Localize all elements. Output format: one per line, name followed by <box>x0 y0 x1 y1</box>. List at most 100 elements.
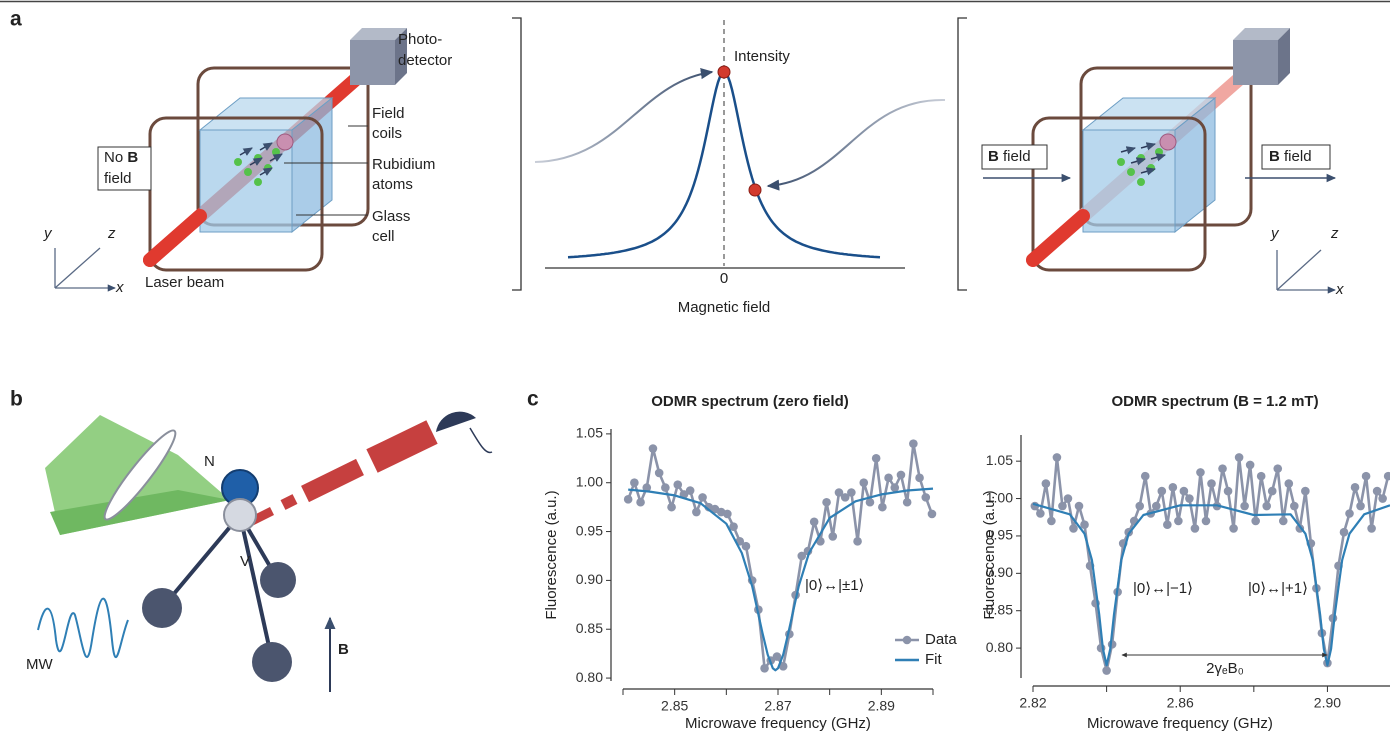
data-point <box>630 478 639 487</box>
vacancy <box>224 499 256 531</box>
y-tick-label: 0.80 <box>986 639 1013 655</box>
data-point <box>667 503 676 512</box>
atom <box>272 148 280 156</box>
beam-segment <box>372 432 432 461</box>
data-point <box>1163 520 1172 529</box>
atom <box>254 178 262 186</box>
x-tick-label: 2.90 <box>1314 695 1341 711</box>
data-point <box>878 503 887 512</box>
bracket <box>958 18 967 290</box>
data-point <box>1251 517 1260 526</box>
axis-label: x <box>115 279 124 296</box>
data-point <box>822 498 831 507</box>
label: Rubidium <box>372 156 435 173</box>
label: cell <box>372 228 395 245</box>
data-point <box>909 439 918 448</box>
y-tick-label: 0.90 <box>576 571 603 587</box>
data-point <box>1378 494 1387 503</box>
axis-label: z <box>107 225 116 242</box>
data-point <box>1185 494 1194 503</box>
axis-label: y <box>43 225 53 242</box>
legend-label: Data <box>925 631 957 648</box>
data-point <box>1202 517 1211 526</box>
data-point <box>1047 517 1056 526</box>
data-point <box>921 493 930 502</box>
data-point <box>1284 479 1293 488</box>
detector-front <box>1233 40 1278 85</box>
point <box>718 66 730 78</box>
fit-line <box>628 489 933 671</box>
x-tick-label: 2.87 <box>764 698 791 714</box>
data-point <box>1345 509 1354 518</box>
data-point <box>624 495 633 504</box>
label: B <box>127 149 138 166</box>
data-point <box>1141 472 1150 481</box>
label: B field <box>988 148 1031 165</box>
label: 0 <box>720 270 728 287</box>
label: Laser beam <box>145 274 224 291</box>
chart-title: ODMR spectrum (zero field) <box>651 393 849 410</box>
data-point <box>1235 453 1244 462</box>
carbon-atom <box>142 588 182 628</box>
data-point <box>773 652 782 661</box>
data-point <box>1207 479 1216 488</box>
data-point <box>1290 502 1299 511</box>
data-point <box>1240 502 1249 511</box>
carbon-atom <box>260 562 296 598</box>
arrow <box>768 100 945 186</box>
axis-label: x <box>1335 281 1344 298</box>
data-point <box>1042 479 1051 488</box>
data-point <box>655 469 664 478</box>
data-point <box>890 483 899 492</box>
data-point <box>1036 509 1045 518</box>
data-point <box>760 664 769 673</box>
data-point <box>1058 502 1067 511</box>
data-point <box>1191 524 1200 533</box>
data-point <box>928 510 937 519</box>
bracket <box>512 18 521 290</box>
data-point <box>692 508 701 517</box>
laser-front <box>1033 216 1083 260</box>
data-point <box>872 454 881 463</box>
y-tick-label: 1.05 <box>576 425 603 441</box>
label: field <box>1003 148 1031 165</box>
data-point <box>698 493 707 502</box>
data-point <box>1246 461 1255 470</box>
data-point <box>1158 487 1167 496</box>
x-axis-label: Microwave frequency (GHz) <box>1087 715 1273 732</box>
data-point <box>1135 502 1144 511</box>
data-point <box>1169 483 1178 492</box>
data-point <box>1351 483 1360 492</box>
data-point <box>1367 524 1376 533</box>
data-point <box>1229 524 1238 533</box>
label: Glass <box>372 208 410 225</box>
data-point <box>1356 502 1365 511</box>
arrow <box>535 72 712 162</box>
axes-icon <box>55 248 115 288</box>
data-point <box>742 542 751 551</box>
atom <box>1155 148 1163 156</box>
data-point <box>1069 524 1078 533</box>
data-point <box>1301 487 1310 496</box>
label: B <box>338 641 349 658</box>
data-point <box>897 471 906 480</box>
data-point <box>828 532 837 541</box>
nv-diagram: N V MW B <box>26 412 492 692</box>
label: detector <box>398 52 452 69</box>
label: Field <box>372 105 405 122</box>
chart-title: ODMR spectrum (B = 1.2 mT) <box>1111 393 1318 410</box>
data-point <box>661 483 670 492</box>
wire <box>470 428 492 453</box>
data-point <box>1373 487 1382 496</box>
data-point <box>903 498 912 507</box>
axes-icon <box>1277 250 1335 290</box>
data-point <box>1257 472 1266 481</box>
data-point <box>1268 487 1277 496</box>
label: Magnetic field <box>678 299 771 316</box>
point <box>749 184 761 196</box>
label: No B <box>104 149 138 166</box>
data-point <box>649 444 658 453</box>
axis-label: y <box>1270 225 1280 242</box>
label: MW <box>26 656 53 673</box>
annotation: |0⟩↔|±1⟩ <box>805 577 864 594</box>
